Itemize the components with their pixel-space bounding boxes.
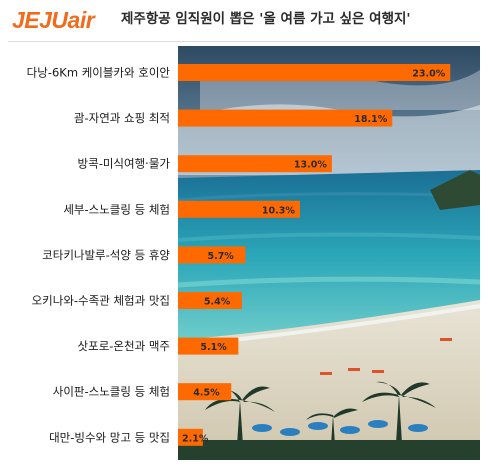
bar-3	[178, 155, 332, 173]
category-label-7: 삿포로-온천과 맥주	[78, 339, 170, 353]
bar-4	[178, 200, 300, 218]
value-label-6: 5.4%	[204, 297, 231, 308]
value-label-1: 23.0%	[412, 69, 445, 80]
value-label-9: 2.1%	[182, 433, 209, 444]
category-label-4: 세부-스노클링 등 체험	[63, 202, 170, 216]
category-label-3: 방콕-미식여행·물가	[78, 157, 171, 171]
chart-title: 제주항공 임직원이 뽑은 '올 여름 가고 싶은 여행지'	[121, 11, 411, 27]
category-label-5: 코타키나발루-석양 등 휴양	[42, 248, 170, 262]
header: JEJUair 제주항공 임직원이 뽑은 '올 여름 가고 싶은 여행지'	[0, 0, 488, 40]
bar-8	[178, 383, 232, 401]
value-label-4: 10.3%	[262, 205, 295, 216]
category-label-2: 괌-자연과 쇼핑 최적	[74, 111, 170, 125]
value-label-8: 4.5%	[193, 388, 220, 399]
value-label-3: 13.0%	[294, 160, 327, 171]
value-label-2: 18.1%	[354, 114, 387, 125]
category-label-9: 대만-빙수와 망고 등 맛집	[49, 430, 170, 444]
bar-6	[178, 292, 242, 309]
bar-2	[178, 109, 393, 127]
jejuair-logo: JEJUair	[12, 7, 95, 33]
category-label-8: 사이판-스노클링 등 체험	[53, 385, 170, 399]
value-labels-group: 23.0% 18.1% 13.0% 10.3% 5.7% 5.4% 5.1% 4.5% 2.1%	[182, 69, 446, 445]
bar-9	[178, 428, 203, 446]
bars-group	[178, 64, 451, 446]
bar-5	[178, 246, 246, 264]
category-label-6: 오키나와-수족관 체험과 맛집	[32, 294, 170, 308]
bar-1	[178, 64, 451, 81]
header-divider	[8, 41, 480, 42]
value-label-5: 5.7%	[207, 251, 234, 262]
bar-7	[178, 337, 239, 355]
value-label-7: 5.1%	[200, 342, 227, 353]
category-label-1: 다낭-6Km 케이블카와 호이안	[27, 66, 171, 80]
